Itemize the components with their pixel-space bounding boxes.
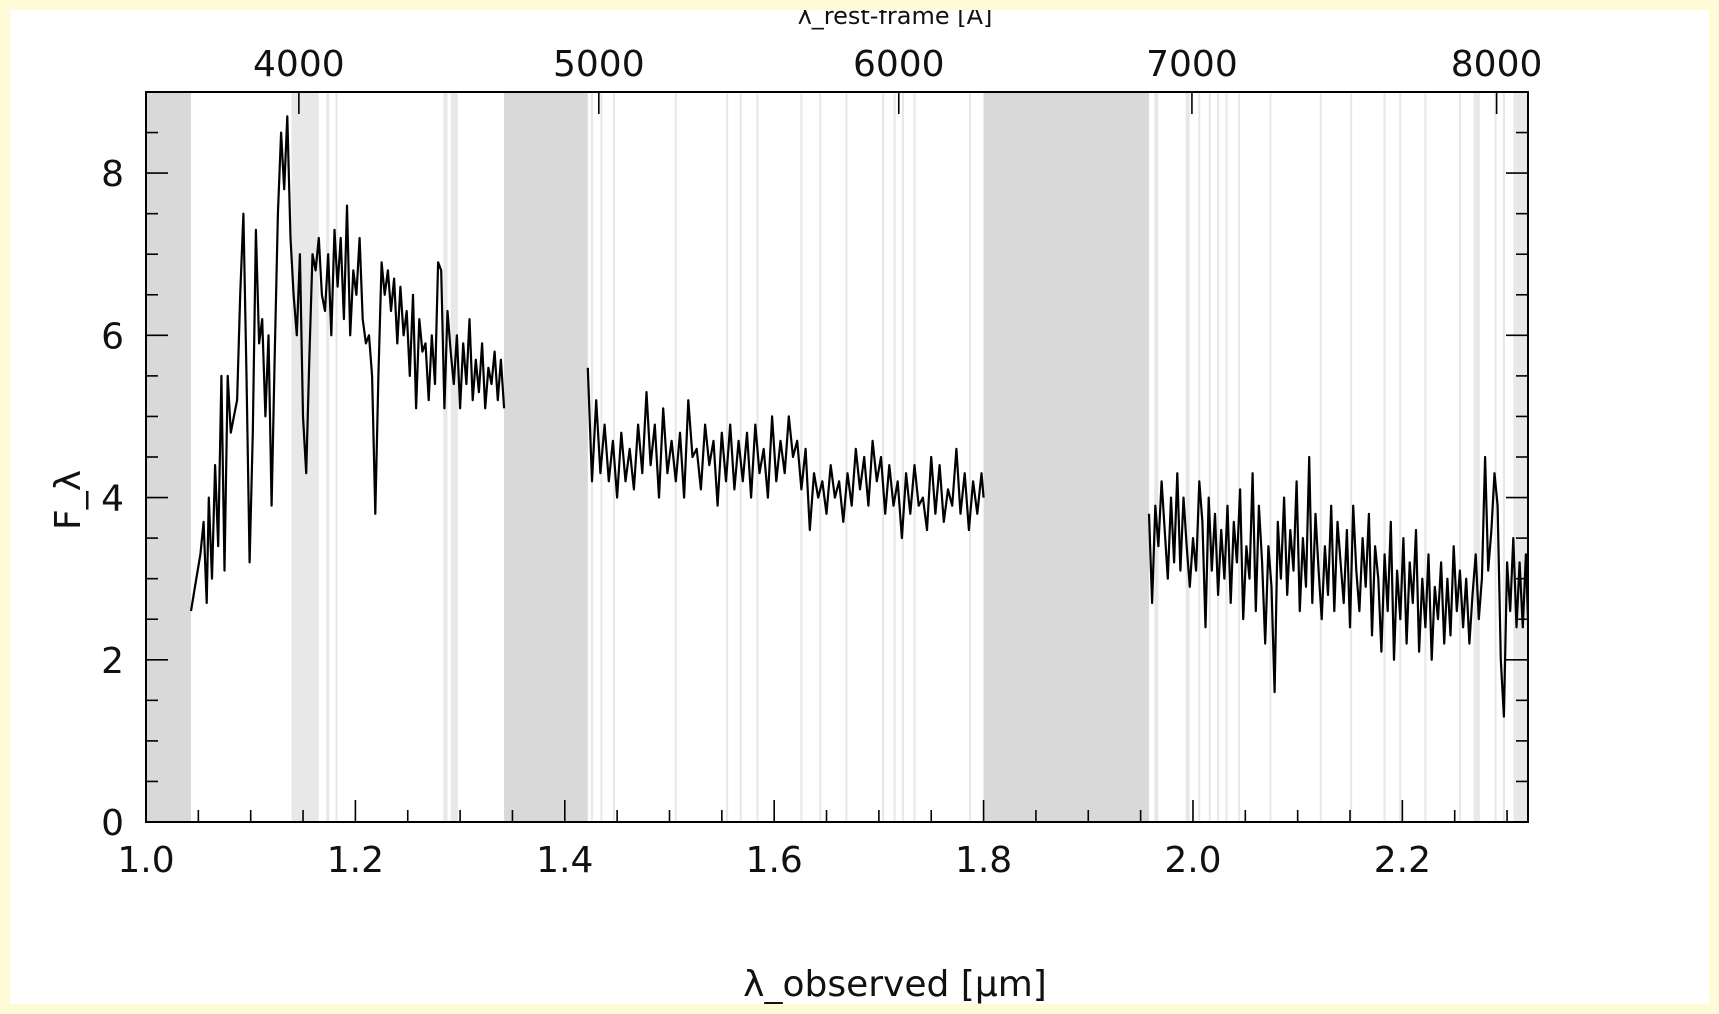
sky-band xyxy=(901,92,905,822)
sky-band xyxy=(326,92,330,822)
sky-band xyxy=(1217,92,1220,822)
sky-band xyxy=(1185,92,1190,822)
spectrum-series xyxy=(189,115,1530,718)
sky-band xyxy=(1350,92,1353,822)
sky-band xyxy=(1424,92,1427,822)
y-tick-label: 6 xyxy=(101,316,124,357)
y-tick-label: 2 xyxy=(101,641,124,682)
top-tick-label: 8000 xyxy=(1451,44,1543,85)
sky-band xyxy=(1225,92,1228,822)
top-tick-label: 7000 xyxy=(1146,44,1238,85)
x-tick-label: 1.8 xyxy=(955,840,1012,881)
spectrum-chart: 0 2 4 6 8 1.0 1.2 1.4 1.6 1.8 2.0 2.2 4000 5000 6000 70… xyxy=(48,10,1542,1004)
x-tick-label: 1.2 xyxy=(327,840,384,881)
sky-band xyxy=(1458,92,1461,822)
x-tick-label: 1.0 xyxy=(117,840,174,881)
y-tick-label: 0 xyxy=(101,803,124,844)
sky-band xyxy=(819,92,822,822)
sky-band xyxy=(913,92,916,822)
top-tick-label: 6000 xyxy=(853,44,945,85)
sky-band xyxy=(1269,92,1272,822)
y-axis-label: F_λ xyxy=(48,470,89,530)
spectrum-segment xyxy=(586,367,985,540)
sky-band xyxy=(882,92,885,822)
sky-band xyxy=(968,92,972,822)
sky-band xyxy=(893,92,896,822)
y-tick-label: 4 xyxy=(101,479,124,520)
sky-band xyxy=(1208,92,1211,822)
sky-band xyxy=(845,92,848,822)
x-tick-label: 1.4 xyxy=(536,840,593,881)
spectrum-segment xyxy=(1147,455,1530,718)
x-tick-label: 2.0 xyxy=(1164,840,1221,881)
sky-band xyxy=(674,92,677,822)
gap-band xyxy=(983,92,1149,822)
x-tick-label: 1.6 xyxy=(746,840,803,881)
gap-band xyxy=(504,92,588,822)
shaded-bands xyxy=(146,92,1528,822)
sky-band xyxy=(1383,92,1386,822)
sky-band xyxy=(1473,92,1480,822)
top-tick-label: 4000 xyxy=(253,44,345,85)
sky-band xyxy=(1237,92,1241,822)
axis-ticks: 0 2 4 6 8 1.0 1.2 1.4 1.6 1.8 2.0 2.2 4000 5000 6000 70… xyxy=(101,44,1542,881)
sky-band xyxy=(335,92,338,822)
y-tick-label: 8 xyxy=(101,154,124,195)
x-axis-label: λ_observed [μm] xyxy=(743,964,1047,1004)
sky-band xyxy=(450,92,458,822)
sky-band xyxy=(1502,92,1505,822)
sky-band xyxy=(1319,92,1322,822)
sky-band xyxy=(1198,92,1201,822)
sky-band xyxy=(1399,92,1402,822)
top-axis-label: λ_rest-frame [Å] xyxy=(798,10,993,30)
x-tick-label: 2.2 xyxy=(1374,840,1431,881)
sky-band xyxy=(800,92,803,822)
chart-frame: 0 2 4 6 8 1.0 1.2 1.4 1.6 1.8 2.0 2.2 4000 5000 6000 70… xyxy=(10,10,1709,1004)
sky-band xyxy=(1494,92,1497,822)
sky-band xyxy=(1154,92,1159,822)
sky-band xyxy=(443,92,448,822)
spectrum-segment xyxy=(189,115,506,612)
top-tick-label: 5000 xyxy=(553,44,645,85)
